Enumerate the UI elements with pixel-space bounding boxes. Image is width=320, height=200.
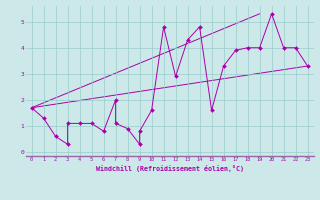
X-axis label: Windchill (Refroidissement éolien,°C): Windchill (Refroidissement éolien,°C) (96, 165, 244, 172)
